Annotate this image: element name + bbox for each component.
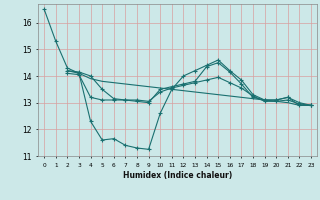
- X-axis label: Humidex (Indice chaleur): Humidex (Indice chaleur): [123, 171, 232, 180]
